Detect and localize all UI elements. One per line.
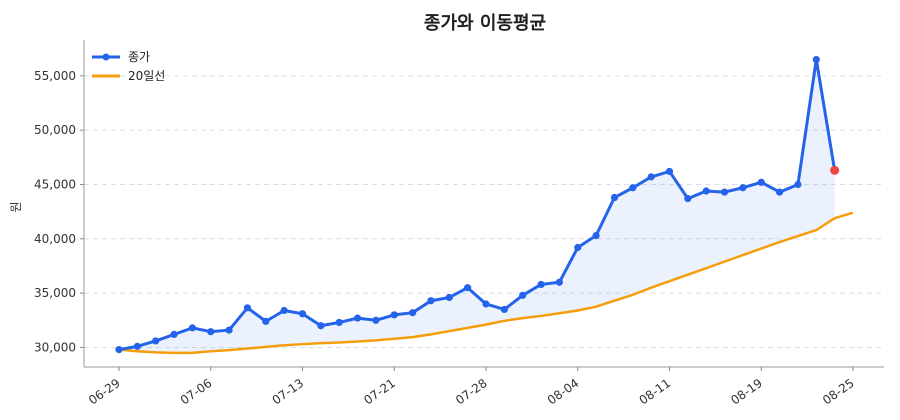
area-layer [119,59,835,353]
close-price-point [353,314,362,322]
legend-close-label: 종가 [128,50,150,64]
x-tick-label: 08-11 [637,376,674,407]
x-tick-label: 08-19 [728,376,765,407]
x-tick-label: 07-06 [178,376,215,407]
close-price-point [225,326,233,334]
chart-title: 종가와 이동평균 [424,13,546,34]
close-price-point [500,305,508,314]
y-tick-label: 35,000 [34,286,76,300]
close-price-point [188,324,196,332]
close-price-point [665,167,674,176]
close-price-point [537,280,545,289]
close-price-point [372,316,380,324]
close-price-point [629,184,637,192]
close-price-line [118,58,837,352]
x-tick-label: 06-29 [86,376,123,407]
close-price-point [115,346,123,354]
close-price-point [243,304,252,312]
close-price-point [409,309,417,317]
x-tick-label: 07-13 [270,376,307,407]
close-price-point [610,193,619,202]
close-price-point [262,317,270,325]
close-price-point [812,55,820,64]
y-tick-label: 40,000 [34,232,76,246]
close-price-point [133,342,141,350]
y-tick-label: 45,000 [34,177,76,191]
x-tick-label: 07-21 [361,376,398,407]
close-price-point [776,188,784,196]
close-price-point [170,330,178,339]
close-price-point [464,284,472,292]
close-price-point [317,322,325,330]
close-price-point [207,328,215,336]
legend-ma20-label: 20일선 [128,69,165,83]
y-tick-label: 50,000 [34,123,76,137]
close-price-point [794,180,802,189]
close-price-point [152,337,160,345]
close-price-point [482,300,490,308]
close-price-point [298,310,307,318]
close-price-point [757,178,765,186]
close-price-point [445,293,453,302]
x-tick-label: 08-04 [545,376,582,407]
close-price-last-point [830,165,840,175]
close-price-point [647,173,655,181]
close-price-point [390,311,398,319]
ma20-line [118,211,854,355]
x-tick-label: 08-25 [820,376,857,407]
close-price-point [720,188,729,196]
close-price-point [555,278,564,286]
legend-close-marker-swatch [102,53,110,61]
series-layer [115,55,854,355]
close-price-point [427,297,435,305]
close-price-point [574,243,582,252]
close-price-point [519,291,527,299]
close-price-point [702,187,710,195]
close-price-point [335,318,343,327]
close-price-point [592,231,600,240]
close-price-point [684,195,692,203]
y-axis-label: 원 [9,201,23,212]
x-tick-label: 07-28 [453,376,490,407]
close-price-point [739,184,747,192]
y-tick-label: 55,000 [34,69,76,83]
legend: 종가 20일선 [92,50,165,83]
band-area-fill [119,59,835,353]
y-tick-label: 30,000 [34,340,76,354]
close-price-point [280,306,288,315]
